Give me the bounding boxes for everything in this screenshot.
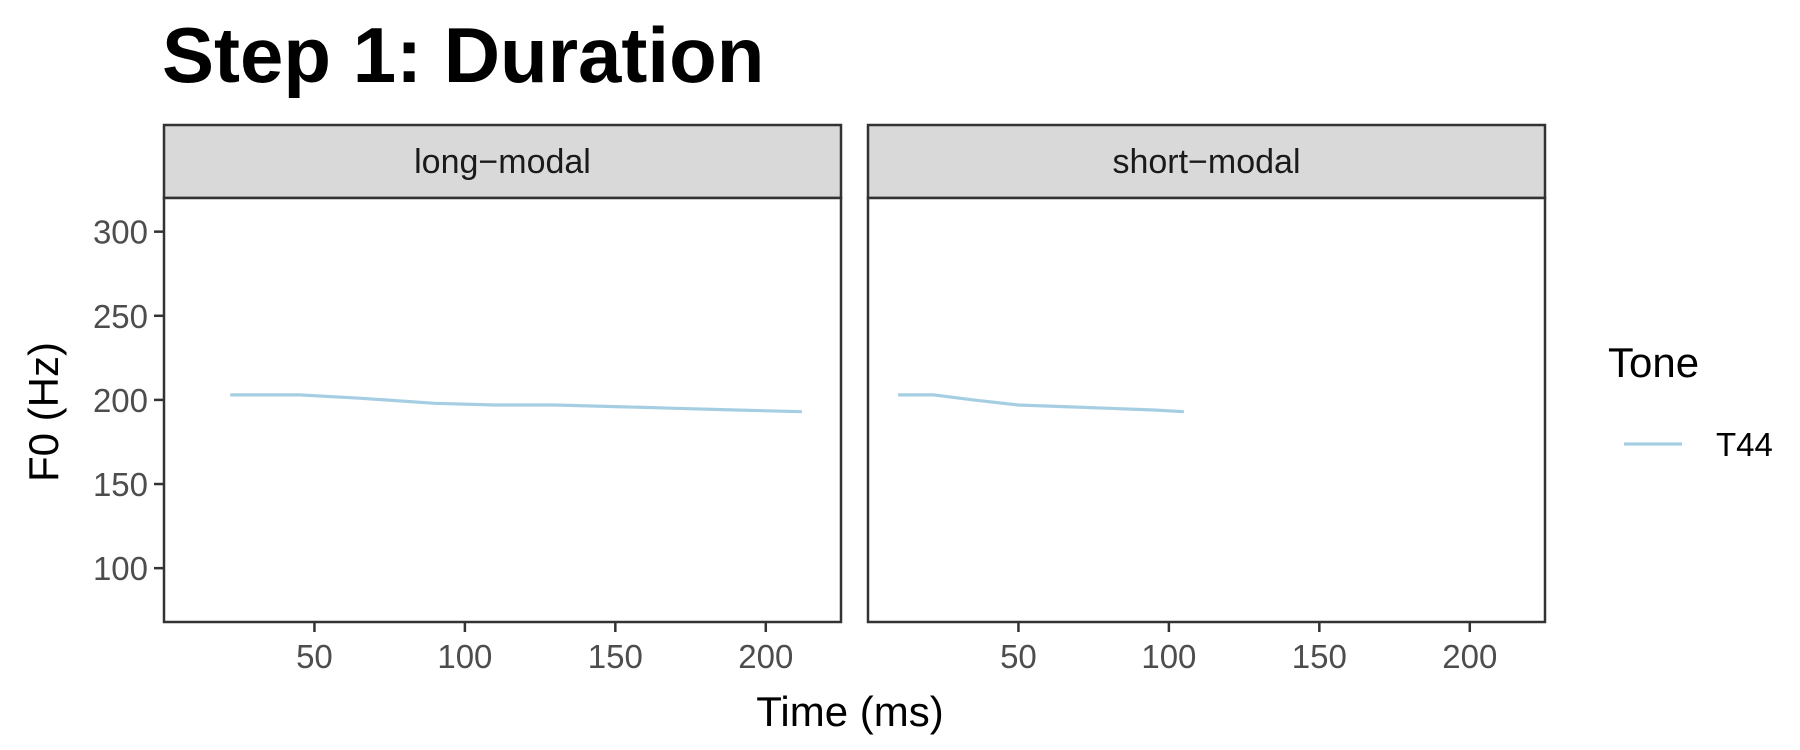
x-tick-label: 200 (738, 638, 793, 675)
chart-title: Step 1: Duration (162, 11, 764, 99)
facet-panel-1: long−modal (162, 123, 843, 624)
x-tick-label: 200 (1442, 638, 1497, 675)
facet-panels: long−modal short−modal (162, 123, 1547, 624)
x-tick-label: 50 (1000, 638, 1037, 675)
legend-entries: T44 (1624, 426, 1773, 463)
series-line-T44 (230, 393, 802, 414)
series-line-T44 (898, 393, 1184, 414)
y-tick-label: 250 (93, 298, 148, 335)
legend-title: Tone (1608, 339, 1699, 386)
y-axis: 100 150 200 250 300 (93, 214, 163, 587)
x-tick-label: 50 (296, 638, 333, 675)
x-axis-title: Time (ms) (756, 688, 943, 735)
y-tick-label: 150 (93, 466, 148, 503)
x-axis: 50 100 150 200 50 100 150 200 (296, 623, 1497, 675)
facet-strip-label: long−modal (414, 143, 591, 181)
y-tick-label: 100 (93, 550, 148, 587)
legend: Tone T44 (1608, 339, 1773, 463)
y-tick-label: 300 (93, 214, 148, 251)
y-tick-label: 200 (93, 382, 148, 419)
x-tick-label: 100 (1141, 638, 1196, 675)
facet-strip-label: short−modal (1112, 143, 1300, 181)
y-axis-title: F0 (Hz) (20, 342, 67, 482)
x-tick-label: 150 (1292, 638, 1347, 675)
x-tick-label: 150 (588, 638, 643, 675)
x-tick-label: 100 (437, 638, 492, 675)
facet-panel-2: short−modal (866, 123, 1547, 624)
plot-panel (866, 196, 1547, 624)
facet-strip (162, 123, 843, 200)
legend-label-T44: T44 (1716, 426, 1773, 463)
